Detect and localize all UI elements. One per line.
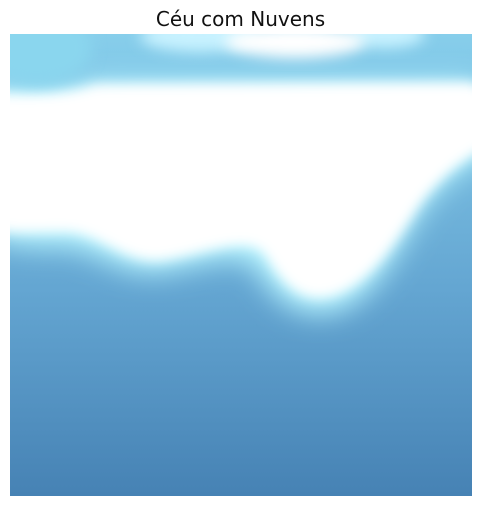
figure-title: Céu com Nuvens: [155, 7, 326, 31]
sky-patch-left: [10, 34, 92, 84]
cloud-top-fill: [225, 34, 365, 58]
cloud-main: [10, 82, 472, 298]
sky-image: [10, 34, 472, 496]
cloud-wisp-2: [345, 34, 425, 48]
